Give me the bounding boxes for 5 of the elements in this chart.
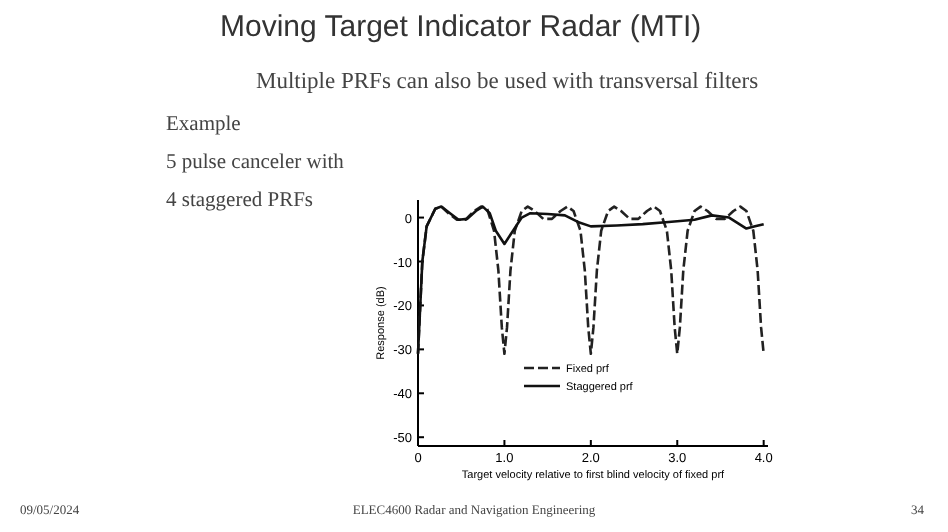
text: 5 pulse canceler with <box>166 152 346 174</box>
text: Multiple PRFs can also be used with transversal filters <box>256 70 760 94</box>
chart-title: Moving Target Indicator Radar (MTI) <box>220 10 702 44</box>
text: 4 staggered PRFs <box>166 190 313 212</box>
text: Example <box>166 114 242 136</box>
